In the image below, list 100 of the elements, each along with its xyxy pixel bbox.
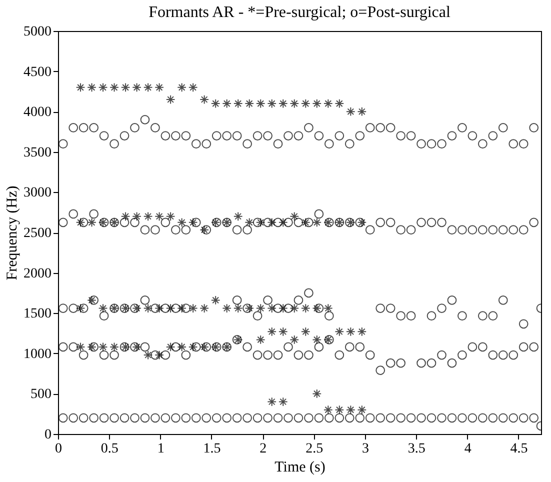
- point: [252, 218, 262, 228]
- y-tick-label: 1000: [24, 346, 52, 362]
- point: [110, 413, 119, 423]
- point: [478, 139, 488, 149]
- point: [346, 106, 356, 116]
- point: [232, 225, 242, 235]
- point: [334, 350, 344, 360]
- point: [154, 304, 164, 313]
- point: [426, 311, 436, 321]
- point: [344, 342, 354, 352]
- point: [416, 139, 426, 149]
- point: [132, 212, 142, 222]
- point: [355, 342, 365, 352]
- x-tick-label: 4.5: [510, 442, 528, 456]
- point: [160, 413, 170, 423]
- point: [386, 413, 396, 423]
- point: [508, 225, 518, 235]
- point: [150, 123, 160, 132]
- point: [212, 413, 222, 423]
- point: [447, 358, 457, 368]
- point: [518, 225, 528, 235]
- point: [304, 350, 314, 360]
- point: [244, 218, 254, 228]
- point: [160, 131, 170, 140]
- point: [166, 212, 176, 222]
- y-tick-label: 4500: [24, 64, 52, 80]
- point: [447, 131, 457, 140]
- point: [120, 82, 130, 92]
- point: [68, 209, 78, 219]
- point: [222, 413, 232, 423]
- point: [508, 350, 518, 360]
- point: [181, 413, 191, 423]
- point: [396, 358, 406, 368]
- point: [110, 82, 119, 92]
- point: [263, 218, 272, 228]
- point: [160, 350, 170, 360]
- point: [242, 225, 252, 235]
- point: [334, 413, 344, 423]
- point: [140, 342, 150, 352]
- point: [498, 123, 508, 132]
- point: [334, 131, 344, 140]
- x-tick-label: 1.5: [203, 442, 221, 456]
- x-tick-label: 4: [464, 442, 472, 456]
- point: [210, 296, 220, 305]
- point: [416, 413, 426, 423]
- point: [267, 98, 277, 108]
- x-tick-label: 0: [55, 442, 62, 456]
- point: [98, 82, 108, 92]
- y-tick-label: 0: [44, 428, 52, 442]
- point: [300, 326, 310, 336]
- point: [488, 311, 498, 321]
- point: [150, 413, 160, 423]
- point: [99, 350, 109, 360]
- point: [132, 342, 142, 352]
- point: [76, 218, 86, 228]
- point: [99, 311, 109, 321]
- point: [256, 304, 266, 313]
- point: [273, 139, 283, 149]
- point: [355, 413, 365, 423]
- point: [294, 413, 304, 423]
- point: [273, 218, 283, 228]
- point: [191, 139, 201, 149]
- point: [365, 350, 375, 360]
- point: [170, 131, 180, 140]
- point: [458, 123, 467, 132]
- point: [406, 225, 416, 235]
- point: [166, 342, 176, 352]
- point: [278, 397, 288, 406]
- point: [376, 413, 386, 423]
- point: [406, 131, 416, 140]
- point: [498, 350, 508, 360]
- point: [89, 209, 98, 219]
- point: [488, 131, 498, 140]
- point: [252, 413, 262, 423]
- point: [130, 218, 140, 228]
- point: [447, 296, 457, 305]
- point: [188, 342, 198, 352]
- y-tick-label: 3000: [24, 186, 52, 201]
- point: [437, 413, 446, 423]
- point: [300, 304, 310, 313]
- point: [233, 304, 243, 313]
- y-tick-label: 5000: [24, 24, 52, 40]
- point: [78, 413, 88, 423]
- point: [365, 413, 375, 423]
- point: [256, 98, 266, 108]
- point: [478, 342, 488, 352]
- point: [120, 413, 130, 423]
- point: [406, 413, 416, 423]
- point: [357, 405, 367, 415]
- point: [202, 413, 212, 423]
- point: [120, 212, 130, 222]
- x-tick-label: 3.5: [408, 442, 426, 456]
- point: [324, 413, 334, 423]
- point: [132, 304, 142, 313]
- point: [508, 139, 518, 149]
- point: [273, 413, 283, 423]
- y-tick-label: 4000: [24, 105, 52, 120]
- point: [68, 123, 78, 132]
- point: [478, 311, 488, 321]
- point: [130, 304, 140, 313]
